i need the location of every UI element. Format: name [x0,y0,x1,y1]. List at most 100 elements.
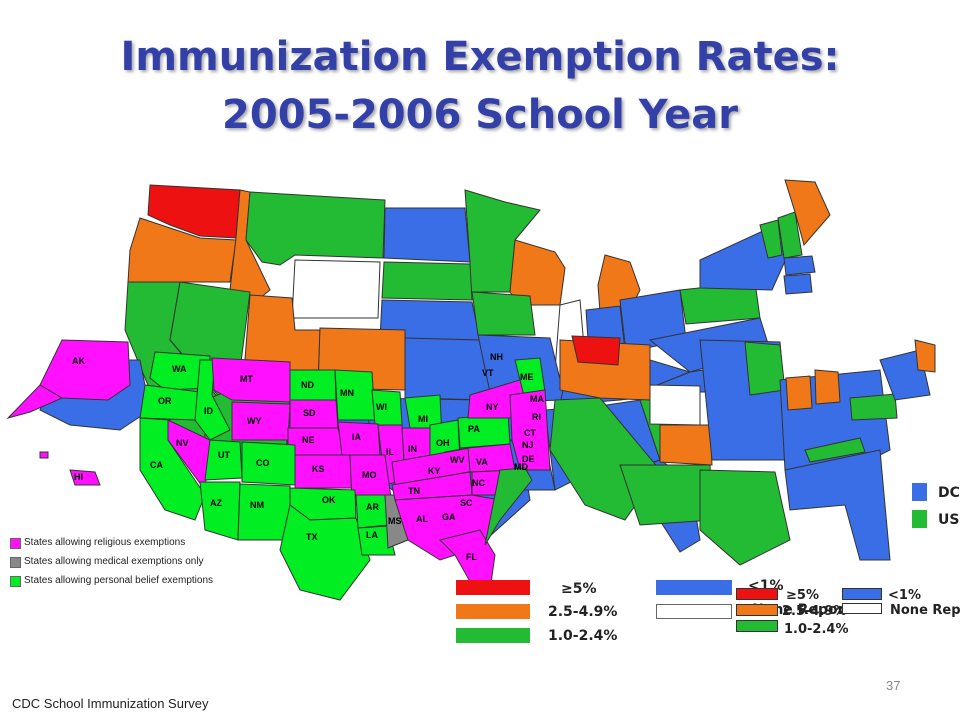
state-label-ne: NE [302,435,315,445]
state-label-ar: AR [366,502,379,512]
state-label-nh: NH [490,352,503,362]
legend-small-swatch-none [842,603,882,614]
state-label-nc: NC [472,478,485,488]
small-region-mi [814,369,841,405]
state-label-in: IN [408,444,417,454]
exemption-region-az [199,481,241,541]
state-label-id: ID [204,406,214,416]
legend-label-none: None Reported [752,602,871,618]
legend-small-label-25-49: 2.5-4.9% [782,604,847,619]
legend-swatch-lt1 [656,580,732,595]
state-label-sc: SC [460,498,473,508]
rate-map-small [549,335,936,566]
state-label-nm: NM [250,500,264,510]
legend-swatch-religious [10,538,21,549]
state-label-nv: NV [176,438,189,448]
title-line-2: 2005-2006 School Year [222,92,738,138]
state-label-ms: MS [388,516,402,526]
state-label-pa: PA [468,424,480,434]
state-label-me: ME [520,372,534,382]
legend-small-swatch-10-24 [736,620,778,632]
state-label-hi: HI [74,472,83,482]
title-line-1: Immunization Exemption Rates: [120,34,840,80]
legend-label-medical: States allowing medical exemptions only [24,556,204,567]
state-label-mn: MN [340,388,354,398]
state-label-wv: WV [450,455,465,465]
state-label-al: AL [416,514,428,524]
exemption-region-mt [211,357,291,403]
exemption-region-tx [279,504,371,601]
state-label-ks: KS [312,464,325,474]
legend-swatch-none [656,604,732,619]
small-region-wa [571,335,621,366]
legend-small-swatch-lt1 [842,588,882,600]
rate-region-ia [471,291,536,336]
exemption-region-ne [287,427,346,456]
state-label-nd: ND [301,380,314,390]
state-label-mi: MI [418,414,428,424]
state-label-ny: NY [486,402,499,412]
legend-small-swatch-25-49 [736,604,778,616]
rate-region-nd [383,207,471,263]
legend-label-ge5: ≥5% [561,581,597,597]
state-label-md: MD [514,462,528,472]
rate-region-nh [777,211,803,259]
small-region-mn [744,341,786,396]
rate-region-ma [783,255,816,276]
state-label-ca: CA [150,460,163,470]
exemption-map [6,339,551,601]
state-label-ut: UT [218,450,230,460]
state-label-nj: NJ [522,440,534,450]
state-label-co: CO [256,458,270,468]
legend-small-swatch-ge5 [736,588,778,600]
legend-small-label-10-24: 1.0-2.4% [784,622,849,637]
state-label-ia: IA [352,432,362,442]
state-label-va: VA [476,457,488,467]
rate-region-ks [404,337,493,401]
state-label-ok: OK [322,495,336,505]
exemption-region-newengland [509,389,551,471]
state-label-ri: RI [532,412,541,422]
small-region-wy [649,384,701,426]
state-label-tn: TN [408,486,420,496]
state-label-sd: SD [303,408,316,418]
small-region-se [784,449,891,561]
rate-region-wy [291,259,381,319]
state-label-ak: AK [72,356,85,366]
exemption-region-pa [457,413,511,449]
legend-small-label-ge5: ≥5% [786,588,819,603]
state-label-ga: GA [442,512,456,522]
rate-region-me [784,179,831,247]
rate-region-vt [759,219,783,259]
page-number: 37 [886,678,901,693]
legend-label-10-24: 1.0-2.4% [548,628,618,644]
rate-region-mt [245,191,386,266]
legend-label-25-49: 2.5-4.9% [548,604,618,620]
exemption-region-la [357,525,396,556]
state-label-or: OR [158,396,172,406]
exemption-region-ut [204,439,243,481]
legend-swatch-us [912,510,927,528]
legend-label-religious: States allowing religious exemptions [24,537,186,548]
exemption-region-nm [237,483,291,541]
legend-small-label-lt1: <1% [888,588,921,603]
small-region-sw [619,464,713,526]
legend-label-dc: DC [938,485,960,501]
state-label-vt: VT [482,368,494,378]
legend-swatch-10-24 [456,628,530,643]
legend-swatch-dc [912,483,927,501]
exemption-region-wa [149,351,211,391]
small-region-co [659,424,713,466]
small-region-pa [849,393,898,421]
small-region-tx [699,469,791,566]
legend-swatch-medical [10,557,21,568]
exemption-region-atlantic [484,467,533,546]
state-label-il: IL [386,447,395,457]
legend-swatch-personal [10,576,21,587]
small-region-wi [785,375,813,411]
state-label-wy: WY [247,416,262,426]
state-label-tx: TX [306,532,318,542]
state-label-oh: OH [436,438,450,448]
rate-region-ct [783,273,813,295]
